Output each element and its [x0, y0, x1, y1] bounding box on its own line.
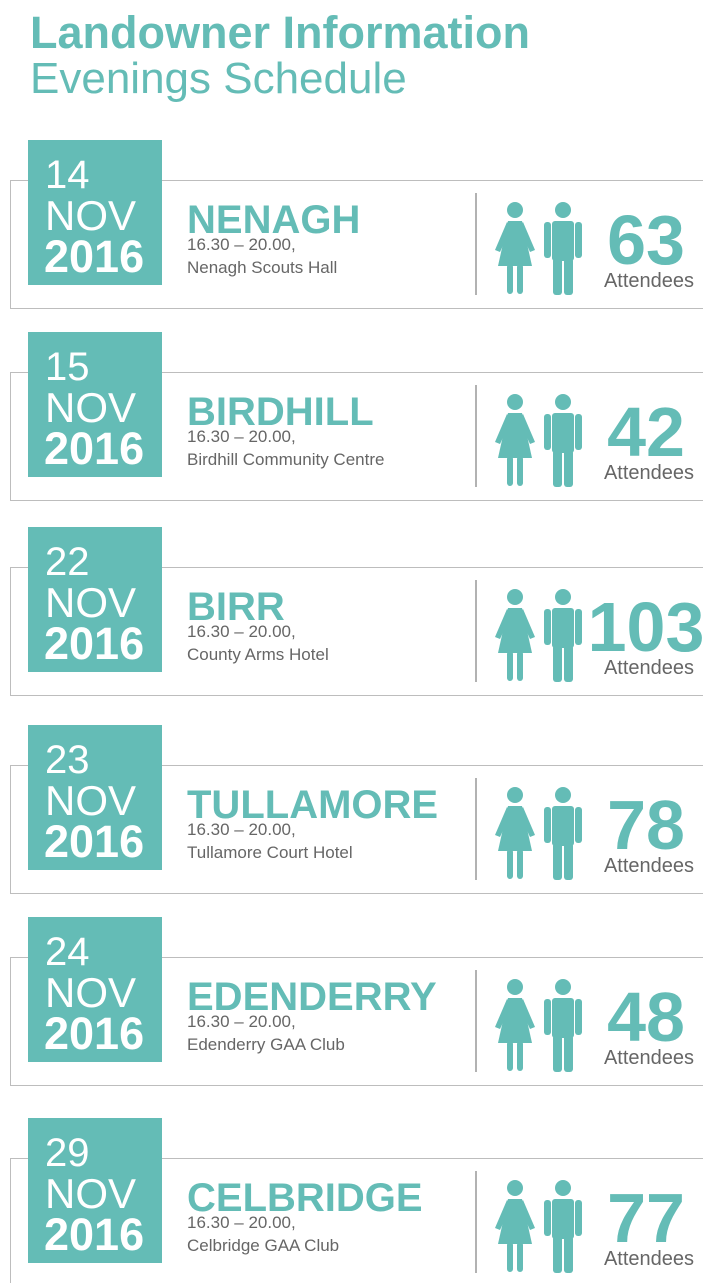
town: BIRR	[187, 585, 285, 629]
attendee-count: 78	[607, 786, 685, 864]
town: BIRDHILL	[187, 390, 374, 434]
attendees-label: Attendees	[604, 270, 694, 292]
year: 2016	[44, 618, 144, 669]
year: 2016	[44, 231, 144, 282]
day: 14	[45, 153, 90, 197]
month: NOV	[45, 384, 136, 431]
month: NOV	[45, 969, 136, 1016]
month: NOV	[45, 1170, 136, 1217]
date-box	[28, 917, 162, 1062]
day: 22	[45, 540, 90, 584]
venue: Nenagh Scouts Hall	[187, 258, 337, 277]
town: TULLAMORE	[187, 783, 438, 827]
date-box	[28, 332, 162, 477]
attendee-count: 48	[607, 978, 685, 1056]
date-box	[28, 527, 162, 672]
attendee-count: 63	[607, 201, 685, 279]
time: 16.30 – 20.00,	[187, 427, 296, 446]
attendee-count: 77	[607, 1179, 685, 1257]
year: 2016	[44, 816, 144, 867]
date-box	[28, 140, 162, 285]
time: 16.30 – 20.00,	[187, 1213, 296, 1232]
attendees-label: Attendees	[604, 1047, 694, 1069]
time: 16.30 – 20.00,	[187, 1012, 296, 1031]
venue: Birdhill Community Centre	[187, 450, 384, 469]
attendee-count: 103	[588, 588, 703, 666]
subtitle: Evenings Schedule	[30, 54, 407, 103]
month: NOV	[45, 777, 136, 824]
town: EDENDERRY	[187, 975, 437, 1019]
day: 23	[45, 738, 90, 782]
day: 24	[45, 930, 90, 974]
time: 16.30 – 20.00,	[187, 820, 296, 839]
year: 2016	[44, 1008, 144, 1059]
year: 2016	[44, 1209, 144, 1260]
venue: Celbridge GAA Club	[187, 1236, 339, 1255]
date-box	[28, 1118, 162, 1263]
year: 2016	[44, 423, 144, 474]
town: CELBRIDGE	[187, 1176, 423, 1220]
time: 16.30 – 20.00,	[187, 235, 296, 254]
month: NOV	[45, 579, 136, 626]
time: 16.30 – 20.00,	[187, 622, 296, 641]
town: NENAGH	[187, 198, 360, 242]
venue: County Arms Hotel	[187, 645, 329, 664]
attendees-label: Attendees	[604, 855, 694, 877]
month: NOV	[45, 192, 136, 239]
venue: Edenderry GAA Club	[187, 1035, 345, 1054]
attendees-label: Attendees	[604, 462, 694, 484]
date-box	[28, 725, 162, 870]
title: Landowner Information	[30, 7, 530, 58]
attendees-label: Attendees	[604, 657, 694, 679]
attendee-count: 42	[607, 393, 685, 471]
day: 15	[45, 345, 90, 389]
venue: Tullamore Court Hotel	[187, 843, 353, 862]
day: 29	[45, 1131, 90, 1175]
attendees-label: Attendees	[604, 1248, 694, 1270]
